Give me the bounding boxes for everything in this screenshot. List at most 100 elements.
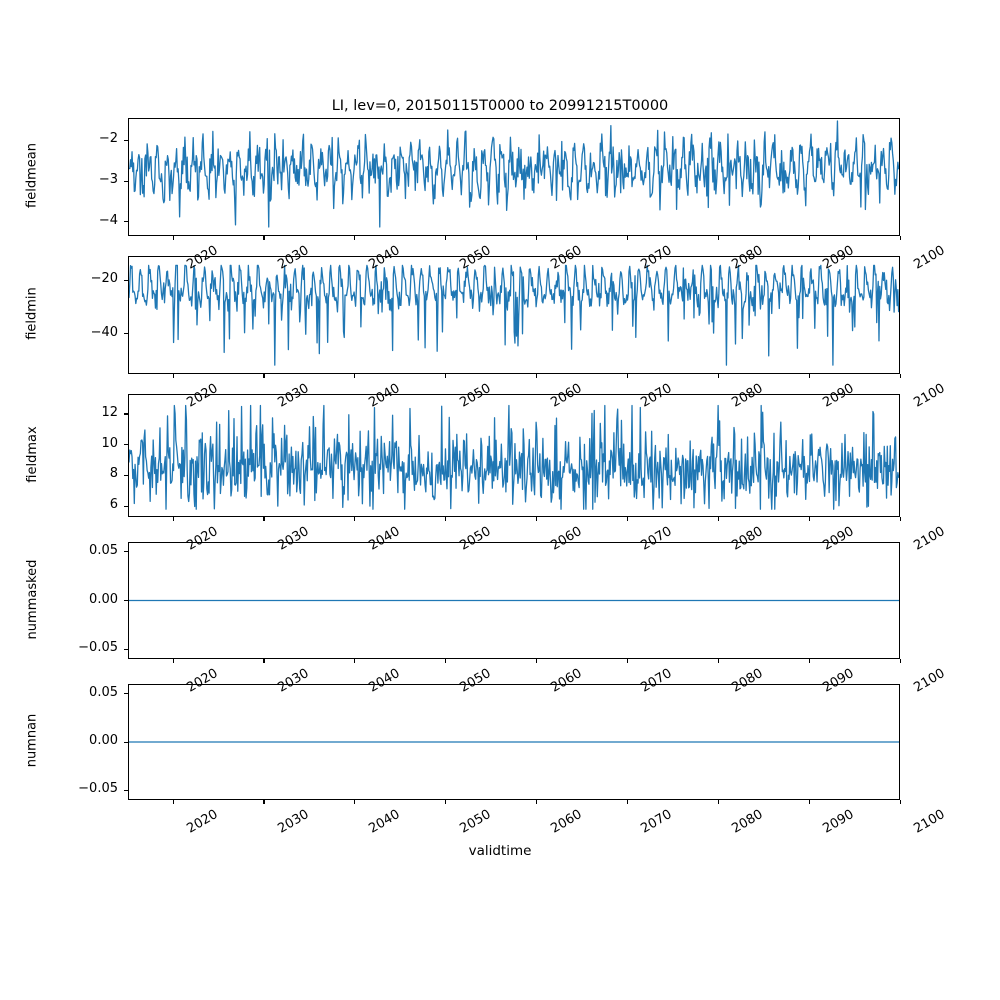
series-fieldmax: [129, 395, 899, 516]
x-tickmark: [536, 236, 538, 240]
x-tickmark: [899, 236, 901, 240]
series-fieldmean: [129, 119, 899, 235]
x-tickmark: [626, 236, 628, 240]
y-tickmark-fieldmean: [124, 221, 128, 223]
x-tickmark: [445, 659, 447, 663]
y-ticklabel-fieldmax: 12: [101, 404, 118, 420]
x-tickmark: [899, 374, 901, 378]
x-tickmark: [717, 374, 719, 378]
panel-fieldmin: [128, 256, 900, 374]
x-tickmark: [172, 659, 174, 663]
x-tickmark: [354, 517, 356, 521]
y-tickmark-fieldmax: [124, 505, 128, 507]
x-tickmark: [808, 517, 810, 521]
x-tickmark: [445, 517, 447, 521]
y-ticklabel-nummasked: −0.05: [78, 640, 118, 656]
x-ticklabel: 2100: [911, 666, 948, 696]
x-tickmark: [717, 659, 719, 663]
y-tickmark-numnan: [124, 741, 128, 743]
y-ticklabel-fieldmean: −4: [98, 212, 118, 228]
y-tickmark-numnan: [124, 789, 128, 791]
x-ticklabel: 2080: [729, 807, 766, 837]
y-tickmark-fieldmean: [124, 139, 128, 141]
x-ticklabel: 2020: [184, 807, 221, 837]
x-tickmark: [626, 659, 628, 663]
x-axis-label: validtime: [468, 843, 532, 859]
x-tickmark: [899, 517, 901, 521]
x-ticklabel: 2100: [911, 524, 948, 554]
x-tickmark: [536, 374, 538, 378]
y-ticklabel-fieldmean: −2: [98, 131, 118, 147]
series-fieldmin: [129, 257, 899, 373]
y-tickmark-fieldmax: [124, 444, 128, 446]
x-tickmark: [172, 800, 174, 804]
x-tickmark: [354, 659, 356, 663]
x-tickmark: [808, 374, 810, 378]
y-tickmark-fieldmin: [124, 279, 128, 281]
y-tickmark-fieldmean: [124, 180, 128, 182]
y-ticklabel-fieldmax: 6: [109, 497, 118, 513]
x-tickmark: [263, 800, 265, 804]
x-tickmark: [536, 800, 538, 804]
x-tickmark: [808, 236, 810, 240]
y-ticklabel-fieldmin: −40: [90, 324, 118, 340]
x-tickmark: [899, 800, 901, 804]
y-ticklabel-nummasked: 0.05: [89, 542, 118, 558]
x-tickmark: [172, 517, 174, 521]
y-ticklabel-fieldmean: −3: [98, 172, 118, 188]
y-axis-label-numnan: numnan: [24, 713, 40, 768]
x-tickmark: [354, 800, 356, 804]
y-ticklabel-fieldmax: 10: [101, 435, 118, 451]
y-ticklabel-numnan: −0.05: [78, 781, 118, 797]
x-tickmark: [536, 659, 538, 663]
x-tickmark: [717, 517, 719, 521]
x-tickmark: [263, 236, 265, 240]
x-tickmark: [263, 659, 265, 663]
x-tickmark: [717, 236, 719, 240]
y-tickmark-fieldmax: [124, 413, 128, 415]
x-ticklabel: 2100: [911, 243, 948, 273]
x-tickmark: [263, 517, 265, 521]
y-ticklabel-fieldmax: 8: [109, 466, 118, 482]
x-ticklabel: 2070: [638, 807, 675, 837]
x-ticklabel: 2030: [275, 807, 312, 837]
x-ticklabel: 2040: [366, 807, 403, 837]
x-ticklabel: 2100: [911, 807, 948, 837]
y-ticklabel-numnan: 0.05: [89, 684, 118, 700]
panel-fieldmean: [128, 118, 900, 236]
y-tickmark-fieldmax: [124, 474, 128, 477]
y-ticklabel-nummasked: 0.00: [89, 591, 118, 607]
x-tickmark: [445, 800, 447, 804]
x-tickmark: [626, 517, 628, 521]
y-tickmark-nummasked: [124, 648, 128, 650]
panel-nummasked: [128, 542, 900, 659]
x-tickmark: [717, 800, 719, 804]
panel-fieldmax: [128, 394, 900, 517]
x-tickmark: [263, 374, 265, 378]
x-tickmark: [172, 374, 174, 378]
x-ticklabel: 2100: [911, 381, 948, 411]
series-nummasked: [129, 543, 899, 658]
x-tickmark: [445, 374, 447, 378]
x-tickmark: [626, 374, 628, 378]
x-tickmark: [536, 517, 538, 521]
y-tickmark-fieldmin: [124, 333, 128, 335]
series-numnan: [129, 685, 899, 799]
y-tickmark-nummasked: [124, 600, 128, 602]
y-tickmark-nummasked: [124, 551, 128, 553]
x-tickmark: [626, 800, 628, 804]
x-tickmark: [172, 236, 174, 240]
x-tickmark: [445, 236, 447, 240]
x-ticklabel: 2090: [820, 807, 857, 837]
y-ticklabel-fieldmin: −20: [90, 271, 118, 287]
x-tickmark: [899, 659, 901, 663]
y-ticklabel-numnan: 0.00: [89, 733, 118, 748]
x-tickmark: [354, 374, 356, 378]
x-tickmark: [808, 800, 810, 804]
x-tickmark: [808, 659, 810, 663]
x-ticklabel: 2060: [547, 807, 585, 837]
y-tickmark-numnan: [124, 693, 128, 695]
x-ticklabel: 2050: [457, 807, 494, 837]
panel-numnan: [128, 684, 900, 800]
